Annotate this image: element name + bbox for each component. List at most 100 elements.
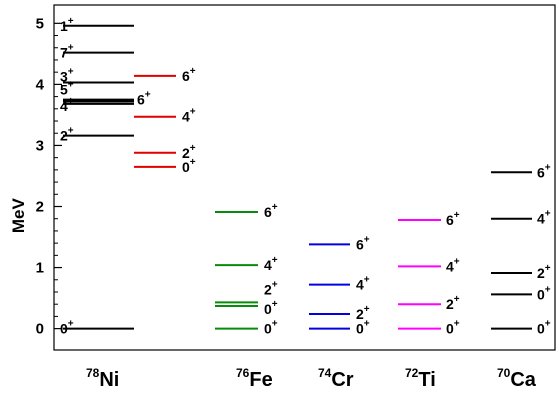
level-parity: + xyxy=(68,319,74,330)
level-parity: + xyxy=(190,157,196,168)
level-spin: 4 xyxy=(446,258,454,274)
level-parity: + xyxy=(68,96,74,107)
level-parity: + xyxy=(272,202,278,213)
level-spin: 6 xyxy=(356,236,364,252)
nuclide-mass: 70 xyxy=(497,366,511,380)
level-spin: 2 xyxy=(182,145,190,161)
level-label: 2+ xyxy=(356,304,370,322)
level-parity: + xyxy=(545,263,551,274)
y-tick-label: 5 xyxy=(36,15,44,32)
level-label: 0+ xyxy=(60,319,74,337)
level-spin: 6 xyxy=(446,212,454,228)
level-label: 0+ xyxy=(537,319,551,337)
level-parity: + xyxy=(454,294,460,305)
level-spin: 2 xyxy=(264,281,272,297)
nuclide-labels: 78Ni 76Fe 74Cr 72Ti 70Ca xyxy=(86,366,537,391)
nuclide-mass: 72 xyxy=(405,366,419,380)
level-label: 7+ xyxy=(60,43,74,61)
y-axis-label: MeV xyxy=(9,198,28,234)
level-spin: 0 xyxy=(60,321,68,337)
level-label: 4+ xyxy=(60,96,74,114)
level-label: 2+ xyxy=(60,126,74,144)
level-parity: + xyxy=(364,275,370,286)
nuclide-mass: 78 xyxy=(86,366,100,380)
level-label: 2+ xyxy=(446,294,460,312)
y-tick-label: 3 xyxy=(36,137,44,154)
level-label: 4+ xyxy=(537,209,551,227)
level-spin: 2 xyxy=(537,265,545,281)
level-label: 0+ xyxy=(264,299,278,317)
level-spin: 1 xyxy=(60,18,68,34)
level-parity: + xyxy=(364,234,370,245)
level-parity: + xyxy=(272,299,278,310)
level-parity: + xyxy=(68,79,74,90)
nuclide-element: Fe xyxy=(249,369,272,391)
nuclide-label: 78Ni xyxy=(86,366,119,391)
level-parity: + xyxy=(190,66,196,77)
level-label: 0+ xyxy=(356,319,370,337)
level-parity: + xyxy=(145,90,151,101)
level-label: 2+ xyxy=(537,263,551,281)
level-parity: + xyxy=(68,67,74,78)
level-label: 5+ xyxy=(60,79,74,97)
level-label: 0+ xyxy=(537,284,551,302)
level-spin: 2 xyxy=(60,128,68,144)
y-tick-label: 2 xyxy=(36,199,44,216)
level-spin: 4 xyxy=(264,257,272,273)
level-label: 6+ xyxy=(446,210,460,228)
level-spin: 4 xyxy=(182,109,190,125)
level-label: 0+ xyxy=(182,157,196,175)
level-parity: + xyxy=(272,319,278,330)
level-spin: 0 xyxy=(537,286,545,302)
level-parity: + xyxy=(68,16,74,27)
level-parity: + xyxy=(68,43,74,54)
level-label: 0+ xyxy=(264,319,278,337)
level-parity: + xyxy=(545,284,551,295)
nuclide-mass: 74 xyxy=(318,366,332,380)
level-label: 3+ xyxy=(60,67,74,85)
level-spin: 4 xyxy=(60,98,68,114)
nuclide-element: Ca xyxy=(510,369,536,391)
nuclide-label: 72Ti xyxy=(405,366,436,391)
level-parity: + xyxy=(454,210,460,221)
level-spin: 4 xyxy=(356,277,364,293)
level-spin: 6 xyxy=(137,92,145,108)
level-spin: 7 xyxy=(60,45,68,61)
level-parity: + xyxy=(454,319,460,330)
level-spin: 6 xyxy=(537,164,545,180)
level-parity: + xyxy=(272,279,278,290)
y-tick-label: 4 xyxy=(36,76,45,93)
level-parity: + xyxy=(190,107,196,118)
level-lines xyxy=(63,24,532,330)
y-tick-label: 1 xyxy=(36,260,44,277)
level-parity: + xyxy=(545,209,551,220)
level-parity: + xyxy=(364,319,370,330)
level-parity: + xyxy=(272,255,278,266)
level-label: 2+ xyxy=(264,279,278,297)
level-label: 0+ xyxy=(446,319,460,337)
level-spin: 0 xyxy=(537,321,545,337)
nuclide-label: 76Fe xyxy=(236,366,273,391)
level-label: 6+ xyxy=(356,234,370,252)
level-label: 1+ xyxy=(60,16,74,34)
level-spin: 4 xyxy=(537,211,545,227)
y-tick-label: 0 xyxy=(36,321,44,338)
level-spin: 6 xyxy=(264,204,272,220)
level-label: 6+ xyxy=(182,66,196,84)
level-spin: 3 xyxy=(60,69,68,85)
level-spin: 0 xyxy=(264,301,272,317)
level-spin: 2 xyxy=(356,306,364,322)
nuclide-label: 70Ca xyxy=(497,366,537,391)
level-labels: 0+2+4+5+6+3+7+1+0+2+4+6+0+0+2+4+6+0+2+4+… xyxy=(60,16,551,337)
y-axis: 0 1 2 3 4 5 MeV xyxy=(9,15,62,338)
level-label: 4+ xyxy=(182,107,196,125)
nuclide-element: Cr xyxy=(331,369,353,391)
level-parity: + xyxy=(364,304,370,315)
plot-border xyxy=(53,4,556,351)
level-label: 6+ xyxy=(137,90,151,108)
level-spin: 0 xyxy=(356,321,364,337)
level-spin: 0 xyxy=(264,321,272,337)
plot-frame xyxy=(53,4,556,351)
level-spin: 0 xyxy=(446,321,454,337)
